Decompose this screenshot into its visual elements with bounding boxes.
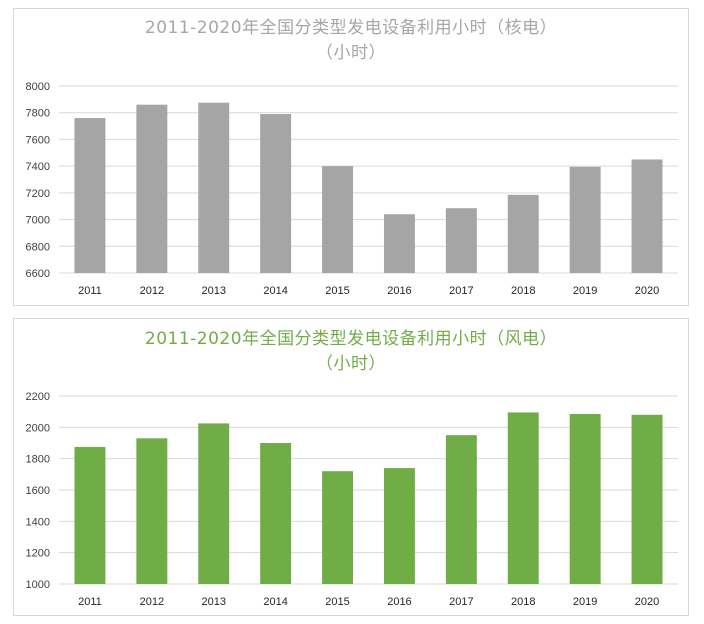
y-tick-label: 1800 (26, 454, 50, 466)
chart-title: 2011-2020年全国分类型发电设备利用小时（核电） (144, 18, 558, 38)
bar-2014 (260, 443, 292, 584)
y-tick-label: 2200 (26, 391, 50, 403)
nuclear-chart-panel: 2011-2020年全国分类型发电设备利用小时（核电） （小时） 6600 680… (13, 8, 689, 306)
bar-2011 (74, 446, 106, 584)
chart-title: 2011-2020年全国分类型发电设备利用小时（风电） (144, 329, 558, 349)
x-tick-label: 2012 (140, 285, 164, 297)
x-tick-label: 2015 (325, 285, 349, 297)
y-tick-label: 2000 (26, 422, 50, 434)
y-tick-label: 1200 (26, 548, 50, 560)
y-tick-label: 1000 (26, 579, 50, 591)
bar-2020 (631, 414, 663, 584)
y-tick-label: 7000 (26, 215, 50, 227)
x-tick-label: 2019 (573, 285, 597, 297)
x-tick-label: 2016 (387, 596, 411, 608)
chart-subtitle: （小时） (316, 354, 386, 374)
x-tick-label: 2018 (511, 285, 535, 297)
x-tick-label: 2012 (140, 596, 164, 608)
y-tick-label: 6600 (26, 268, 50, 280)
nuclear-bar-chart: 6600 6800 7000 7200 7400 7600 7800 8000 2011 2012… (26, 81, 678, 297)
bar-2020 (631, 159, 663, 273)
y-tick-label: 1400 (26, 516, 50, 528)
bar-2016 (383, 468, 415, 584)
y-tick-label: 7200 (26, 188, 50, 200)
x-tick-label: 2013 (202, 285, 226, 297)
bar-2012 (136, 104, 168, 273)
wind-chart-panel: 2011-2020年全国分类型发电设备利用小时（风电） （小时） 1000 120… (13, 318, 689, 616)
x-tick-label: 2020 (635, 596, 659, 608)
bar-2015 (322, 471, 354, 584)
bar-2011 (74, 118, 106, 273)
y-tick-label: 7400 (26, 161, 50, 173)
bar-2015 (322, 166, 354, 273)
y-tick-label: 7800 (26, 108, 50, 120)
bar-2019 (569, 166, 601, 273)
bar-2016 (383, 214, 415, 273)
x-tick-label: 2017 (449, 596, 473, 608)
bar-2012 (136, 438, 168, 584)
bar-2019 (569, 414, 601, 584)
y-tick-label: 8000 (26, 81, 50, 93)
wind-bar-chart: 1000 1200 1400 1600 1800 2000 2200 2011 2012 2013… (26, 391, 678, 608)
x-tick-label: 2014 (263, 596, 287, 608)
x-tick-label: 2019 (573, 596, 597, 608)
x-tick-label: 2018 (511, 596, 535, 608)
bar-2013 (198, 423, 230, 584)
bar-2018 (507, 412, 539, 584)
x-tick-label: 2013 (202, 596, 226, 608)
x-tick-label: 2014 (263, 285, 287, 297)
y-tick-label: 1600 (26, 485, 50, 497)
bar-2014 (260, 114, 292, 273)
bar-2013 (198, 102, 230, 273)
y-tick-label: 6800 (26, 241, 50, 253)
x-tick-label: 2015 (325, 596, 349, 608)
x-tick-label: 2011 (78, 285, 102, 297)
bar-2017 (445, 435, 477, 584)
bar-2018 (507, 194, 539, 273)
x-tick-label: 2011 (78, 596, 102, 608)
y-tick-label: 7600 (26, 134, 50, 146)
x-tick-label: 2020 (635, 285, 659, 297)
chart-subtitle: （小时） (316, 43, 386, 63)
x-tick-label: 2016 (387, 285, 411, 297)
x-tick-label: 2017 (449, 285, 473, 297)
bar-2017 (445, 208, 477, 273)
